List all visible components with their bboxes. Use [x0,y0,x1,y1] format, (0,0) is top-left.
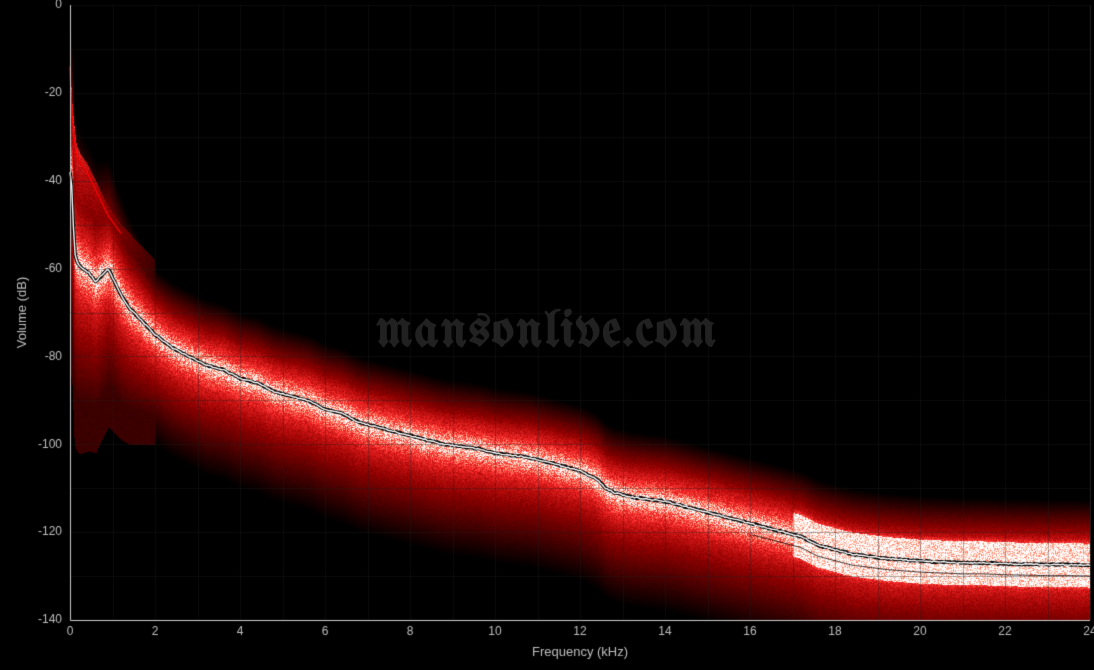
spectrum-chart: mansonlive.com [0,0,1094,670]
spectrum-canvas [0,0,1094,670]
